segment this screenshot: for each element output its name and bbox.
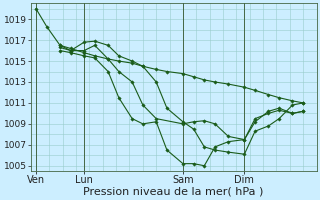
X-axis label: Pression niveau de la mer( hPa ): Pression niveau de la mer( hPa ): [84, 187, 264, 197]
